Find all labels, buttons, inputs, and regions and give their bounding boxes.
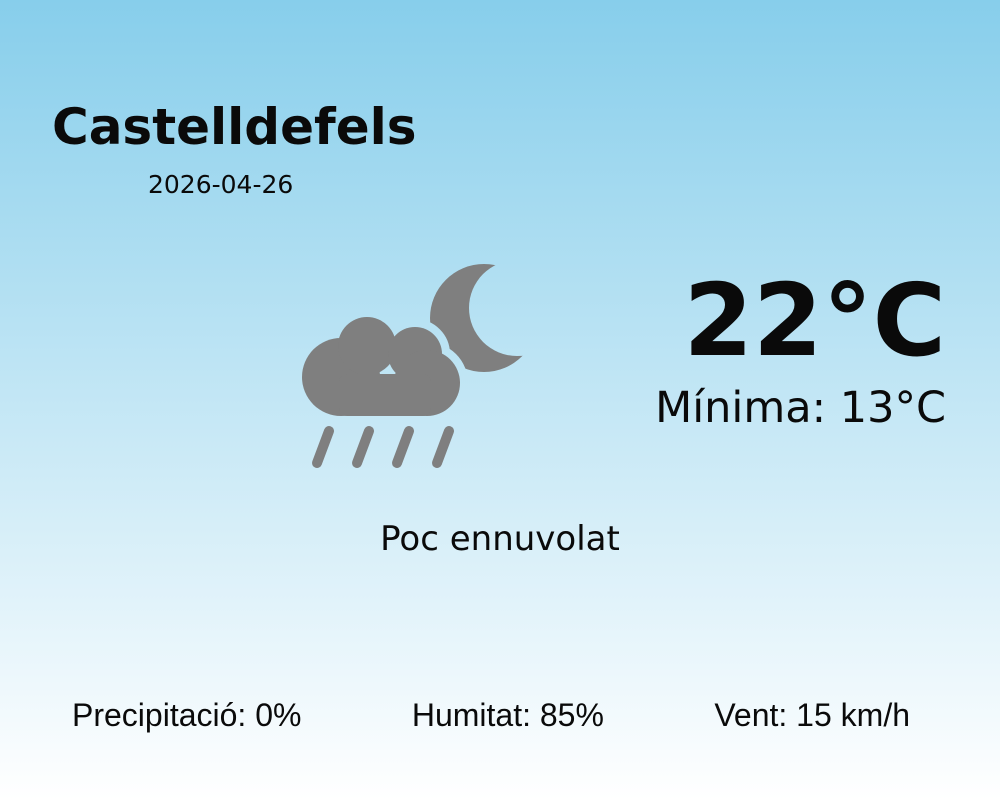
details-row: Precipitació: 0% Humitat: 85% Vent: 15 k… xyxy=(0,697,1000,734)
wind-value: Vent: 15 km/h xyxy=(714,697,910,733)
date-label: 2026-04-26 xyxy=(148,170,294,199)
minimum-temperature: Mínima: 13°C xyxy=(655,383,946,433)
location-title: Castelldefels xyxy=(52,98,417,156)
condition-text: Poc ennuvolat xyxy=(380,519,620,559)
temperature-block: 22°C Mínima: 13°C xyxy=(655,262,946,434)
moon-crescent-shape xyxy=(430,264,538,372)
weather-icon-svg xyxy=(302,264,538,468)
rain-drops-shape xyxy=(312,426,454,468)
precipitation-value: Precipitació: 0% xyxy=(72,697,302,733)
temperature-value: 22°C xyxy=(683,262,946,379)
cloud-moon-rain-icon xyxy=(295,262,538,472)
humidity-value: Humitat: 85% xyxy=(411,697,604,733)
cloud-shape xyxy=(302,317,460,416)
